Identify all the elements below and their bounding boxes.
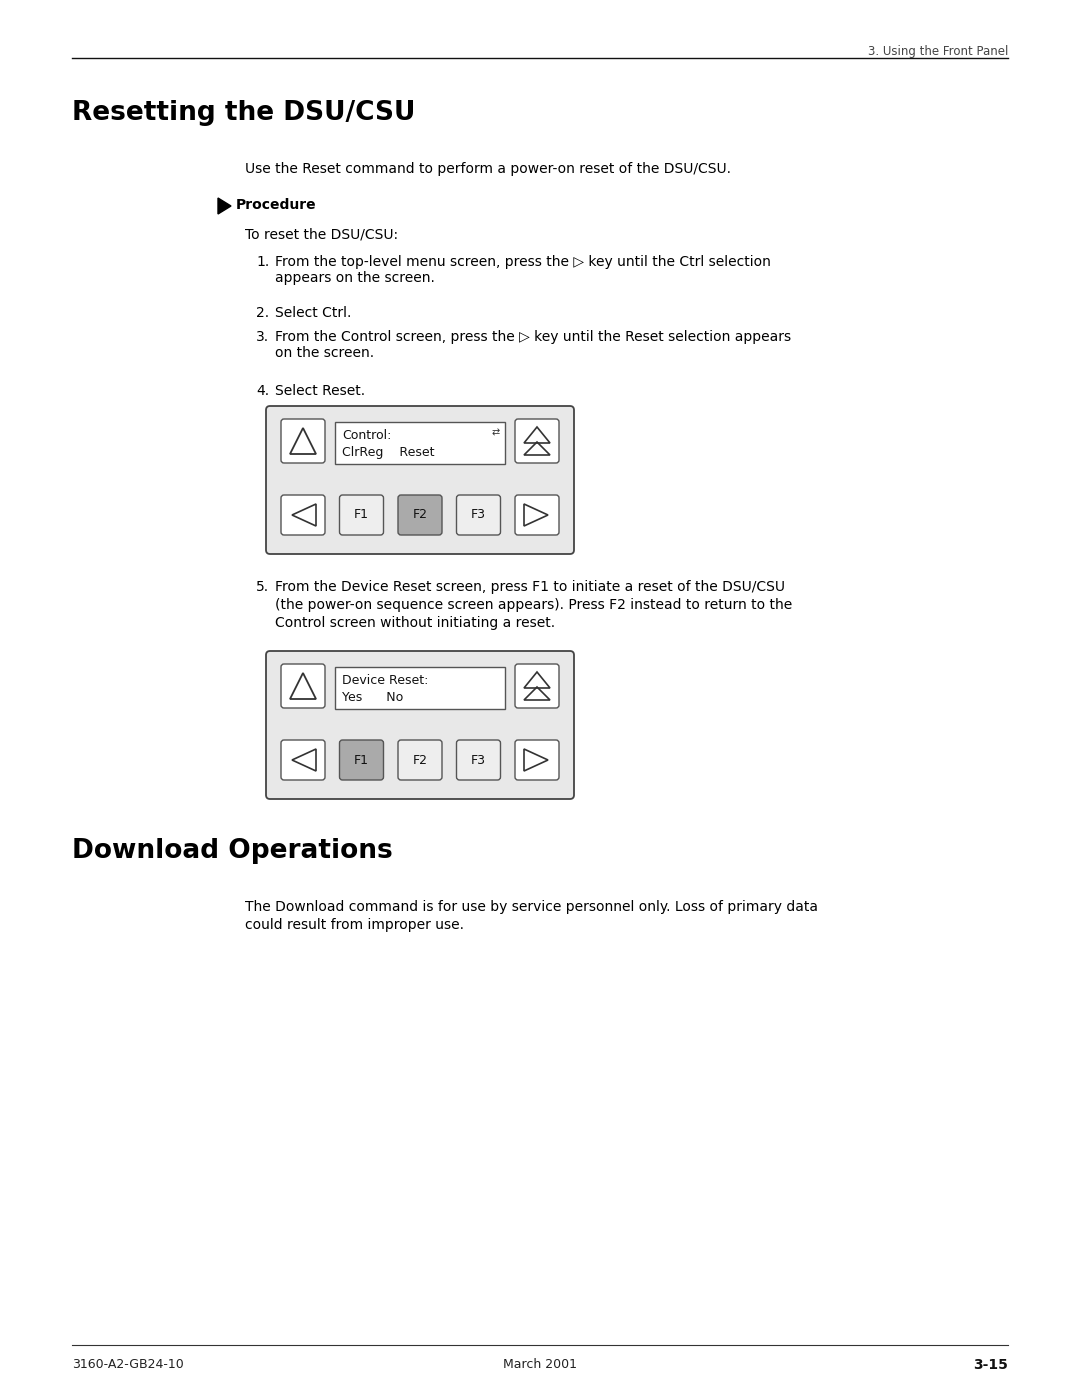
Text: 3160-A2-GB24-10: 3160-A2-GB24-10	[72, 1358, 184, 1370]
Text: March 2001: March 2001	[503, 1358, 577, 1370]
Text: F3: F3	[471, 753, 486, 767]
FancyBboxPatch shape	[266, 407, 573, 555]
Text: F3: F3	[471, 509, 486, 521]
FancyBboxPatch shape	[515, 740, 559, 780]
FancyBboxPatch shape	[281, 664, 325, 708]
FancyBboxPatch shape	[457, 495, 500, 535]
FancyBboxPatch shape	[281, 495, 325, 535]
FancyBboxPatch shape	[339, 495, 383, 535]
Text: Resetting the DSU/CSU: Resetting the DSU/CSU	[72, 101, 416, 126]
Text: F2: F2	[413, 753, 428, 767]
Text: Download Operations: Download Operations	[72, 838, 393, 863]
Text: Control screen without initiating a reset.: Control screen without initiating a rese…	[275, 616, 555, 630]
Text: 5.: 5.	[256, 580, 269, 594]
Text: Yes      No: Yes No	[342, 692, 403, 704]
Text: Select Reset.: Select Reset.	[275, 384, 365, 398]
Text: From the Control screen, press the ▷ key until the Reset selection appears
on th: From the Control screen, press the ▷ key…	[275, 330, 792, 360]
Polygon shape	[218, 198, 231, 214]
Text: Procedure: Procedure	[237, 198, 316, 212]
FancyBboxPatch shape	[281, 740, 325, 780]
Text: From the top-level menu screen, press the ▷ key until the Ctrl selection
appears: From the top-level menu screen, press th…	[275, 256, 771, 285]
Text: To reset the DSU/CSU:: To reset the DSU/CSU:	[245, 228, 399, 242]
FancyBboxPatch shape	[266, 651, 573, 799]
Text: Use the Reset command to perform a power-on reset of the DSU/CSU.: Use the Reset command to perform a power…	[245, 162, 731, 176]
Text: F1: F1	[354, 753, 369, 767]
Text: ⇄: ⇄	[491, 427, 500, 437]
Text: 1.: 1.	[256, 256, 269, 270]
Text: The Download command is for use by service personnel only. Loss of primary data: The Download command is for use by servi…	[245, 900, 818, 914]
Text: F1: F1	[354, 509, 369, 521]
Text: 3. Using the Front Panel: 3. Using the Front Panel	[867, 45, 1008, 59]
FancyBboxPatch shape	[515, 495, 559, 535]
FancyBboxPatch shape	[335, 422, 505, 464]
FancyBboxPatch shape	[339, 740, 383, 780]
Text: 2.: 2.	[256, 306, 269, 320]
Text: ClrReg    Reset: ClrReg Reset	[342, 446, 434, 460]
Text: 3-15: 3-15	[973, 1358, 1008, 1372]
Text: could result from improper use.: could result from improper use.	[245, 918, 464, 932]
FancyBboxPatch shape	[399, 495, 442, 535]
Text: Select Ctrl.: Select Ctrl.	[275, 306, 351, 320]
FancyBboxPatch shape	[399, 740, 442, 780]
Text: 4.: 4.	[256, 384, 269, 398]
Text: From the Device Reset screen, press F1 to initiate a reset of the DSU/CSU: From the Device Reset screen, press F1 t…	[275, 580, 785, 594]
Text: Control:: Control:	[342, 429, 391, 441]
FancyBboxPatch shape	[281, 419, 325, 462]
FancyBboxPatch shape	[335, 666, 505, 710]
FancyBboxPatch shape	[515, 664, 559, 708]
Text: Device Reset:: Device Reset:	[342, 673, 429, 687]
Text: F2: F2	[413, 509, 428, 521]
Text: (the power-on sequence screen appears). Press F2 instead to return to the: (the power-on sequence screen appears). …	[275, 598, 793, 612]
FancyBboxPatch shape	[457, 740, 500, 780]
Text: 3.: 3.	[256, 330, 269, 344]
FancyBboxPatch shape	[515, 419, 559, 462]
